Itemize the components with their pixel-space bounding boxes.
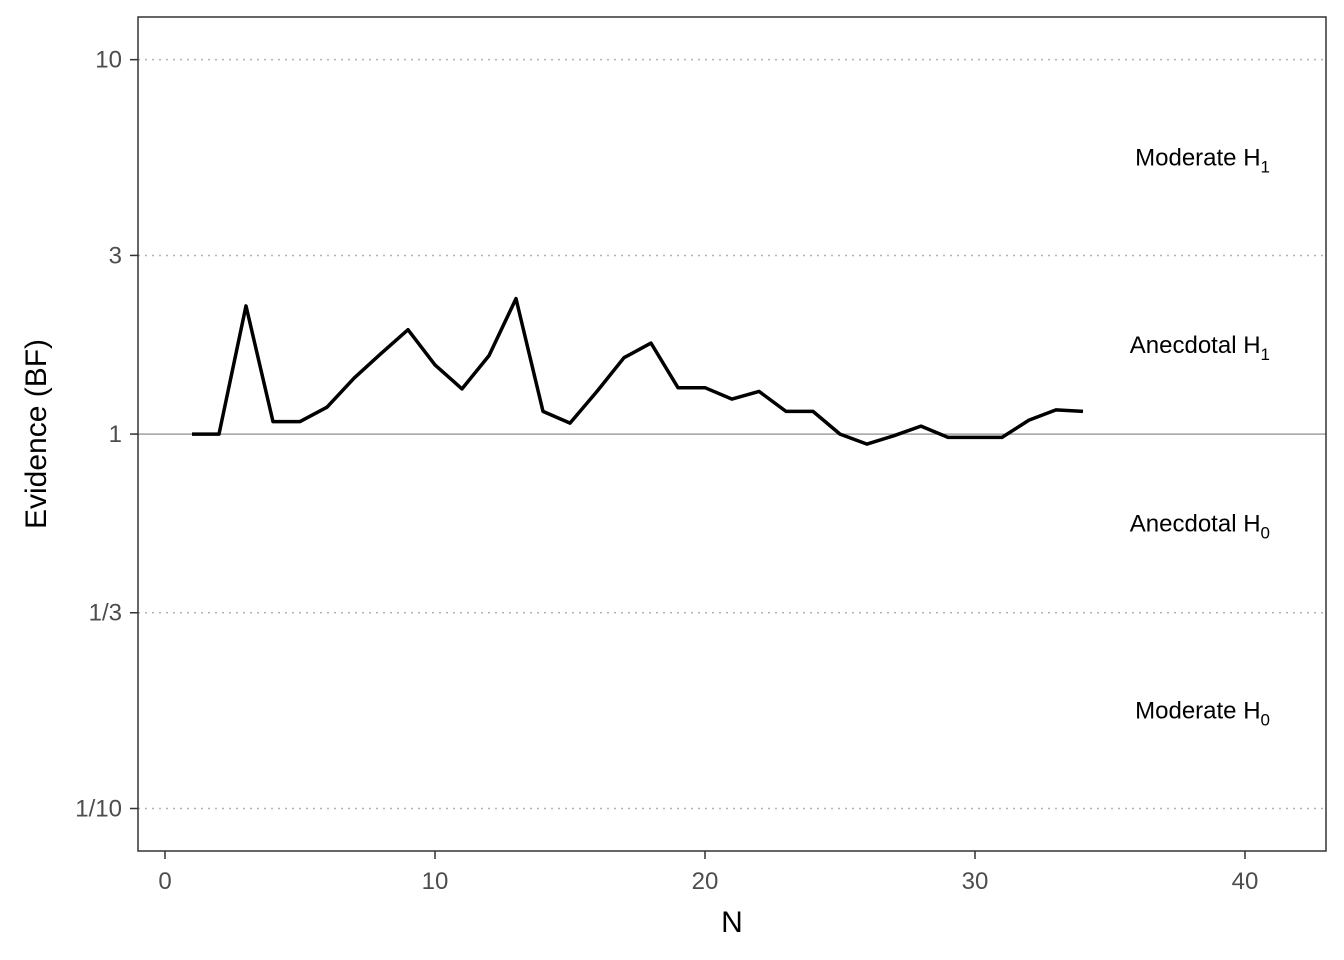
gridlines [138, 58, 1326, 810]
series-layer [192, 296, 1084, 446]
region-label-3: Moderate H0 [1135, 698, 1270, 730]
y-tick-label-2: 1 [109, 421, 122, 448]
x-axis: 0 10 20 30 40 [158, 851, 1258, 895]
y-axis: 10 3 1 1/3 1/10 [75, 47, 138, 823]
x-tick-label-1: 10 [422, 868, 449, 895]
y-tick-label-0: 10 [95, 47, 122, 74]
x-tick-label-3: 30 [962, 868, 989, 895]
y-tick-label-1: 3 [109, 242, 122, 269]
x-tick-label-2: 20 [692, 868, 719, 895]
region-label-0: Moderate H1 [1135, 145, 1270, 177]
y-tick-label-3: 1/3 [89, 600, 122, 627]
x-tick-label-0: 0 [158, 868, 171, 895]
region-label-2: Anecdotal H0 [1130, 510, 1270, 542]
y-axis-title: Evidence (BF) [20, 339, 53, 529]
region-labels: Moderate H1 Anecdotal H1 Anecdotal H0 Moder… [1130, 145, 1270, 730]
series-line-0 [192, 296, 1084, 446]
x-tick-label-4: 40 [1232, 868, 1259, 895]
region-label-1: Anecdotal H1 [1130, 332, 1270, 364]
y-tick-label-4: 1/10 [75, 796, 122, 823]
x-axis-title: N [721, 906, 743, 939]
